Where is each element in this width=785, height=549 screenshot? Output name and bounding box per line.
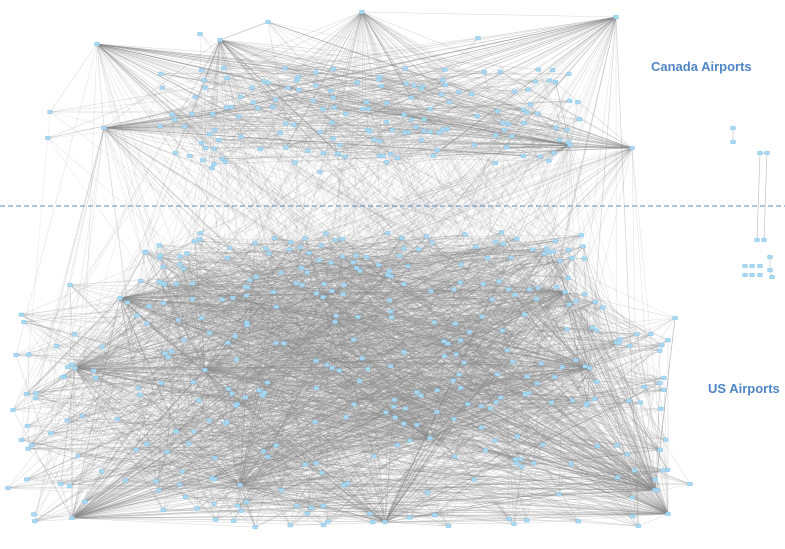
canada-airports-label: Canada Airports <box>651 59 752 74</box>
us-airports-label: US Airports <box>708 381 780 396</box>
airport-nodes <box>5 9 775 530</box>
